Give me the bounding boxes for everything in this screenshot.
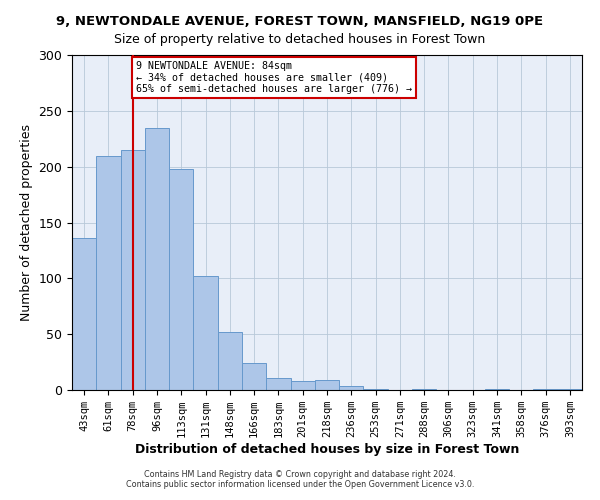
Y-axis label: Number of detached properties: Number of detached properties (20, 124, 33, 321)
X-axis label: Distribution of detached houses by size in Forest Town: Distribution of detached houses by size … (135, 443, 519, 456)
Text: Size of property relative to detached houses in Forest Town: Size of property relative to detached ho… (115, 32, 485, 46)
Bar (96, 156, 121, 390)
Text: Contains HM Land Registry data © Crown copyright and database right 2024.
Contai: Contains HM Land Registry data © Crown c… (126, 470, 474, 489)
Text: 9 NEWTONDALE AVENUE: 84sqm
← 34% of detached houses are smaller (409)
65% of sem: 9 NEWTONDALE AVENUE: 84sqm ← 34% of deta… (136, 60, 412, 94)
Bar (145, 128, 169, 390)
Bar (485, 389, 509, 390)
Bar (169, 169, 193, 390)
Text: 9, NEWTONDALE AVENUE, FOREST TOWN, MANSFIELD, NG19 0PE: 9, NEWTONDALE AVENUE, FOREST TOWN, MANSF… (56, 15, 544, 28)
Bar (339, 386, 364, 390)
Bar (412, 389, 436, 390)
Bar (533, 389, 558, 390)
Bar (121, 150, 145, 390)
Bar (558, 389, 582, 390)
Bar (290, 381, 315, 390)
Bar (72, 238, 96, 390)
Bar (193, 276, 218, 390)
Bar (364, 389, 388, 390)
Bar (242, 363, 266, 390)
Bar (218, 332, 242, 390)
Bar (266, 378, 290, 390)
Bar (315, 380, 339, 390)
